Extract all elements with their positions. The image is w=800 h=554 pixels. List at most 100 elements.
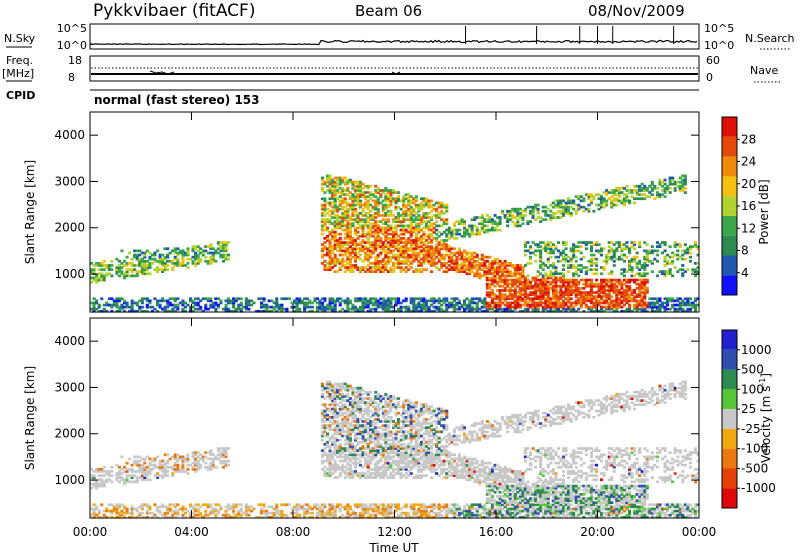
power-cell bbox=[229, 301, 233, 305]
power-cell bbox=[531, 291, 535, 294]
power-cell bbox=[516, 264, 520, 267]
power-cell bbox=[475, 216, 479, 219]
velocity-cell bbox=[232, 515, 236, 519]
power-cell bbox=[303, 303, 307, 307]
power-cell bbox=[683, 297, 687, 301]
power-cell bbox=[171, 259, 175, 263]
power-cell bbox=[483, 299, 487, 303]
velocity-cell bbox=[204, 455, 208, 459]
velocity-cell bbox=[100, 480, 104, 484]
power-cell bbox=[351, 303, 355, 307]
power-cell bbox=[138, 264, 142, 267]
power-cell bbox=[384, 220, 388, 223]
velocity-cell bbox=[227, 515, 231, 519]
velocity-cell bbox=[224, 515, 228, 519]
power-cell bbox=[156, 299, 160, 303]
power-cell bbox=[554, 278, 558, 282]
power-cell bbox=[645, 249, 649, 253]
power-cell bbox=[437, 247, 441, 251]
power-cell bbox=[556, 241, 560, 244]
power-cell bbox=[653, 305, 657, 309]
power-cell bbox=[389, 197, 393, 201]
power-cell bbox=[589, 259, 593, 263]
power-cell bbox=[541, 291, 545, 294]
power-cell bbox=[546, 274, 550, 278]
power-cell bbox=[432, 207, 436, 211]
power-cell bbox=[498, 280, 502, 284]
power-cell bbox=[130, 301, 134, 305]
power-cell bbox=[625, 289, 629, 292]
velocity-cell bbox=[110, 515, 114, 519]
power-cell bbox=[189, 307, 193, 311]
power-cell bbox=[353, 230, 357, 234]
power-cell bbox=[587, 305, 591, 309]
power-cell bbox=[572, 291, 576, 294]
velocity-cell bbox=[171, 468, 175, 471]
power-cell bbox=[678, 255, 682, 259]
power-cell bbox=[562, 255, 566, 259]
power-cell bbox=[397, 257, 401, 261]
power-cell bbox=[676, 303, 680, 307]
power-cell bbox=[419, 257, 423, 261]
power-cell bbox=[397, 234, 401, 238]
power-cell bbox=[163, 264, 167, 267]
power-cell bbox=[199, 251, 203, 255]
power-cell bbox=[501, 284, 505, 288]
velocity-cell bbox=[214, 509, 218, 513]
power-cell bbox=[371, 243, 375, 246]
power-cell bbox=[572, 247, 576, 251]
velocity-cell bbox=[191, 465, 195, 469]
power-cell bbox=[506, 216, 510, 219]
power-cell bbox=[323, 245, 327, 248]
power-cell bbox=[488, 295, 492, 298]
power-cell bbox=[320, 243, 324, 246]
power-cell bbox=[211, 301, 215, 305]
power-cell bbox=[435, 266, 439, 269]
power-cell bbox=[346, 232, 350, 236]
power-cell bbox=[333, 262, 337, 265]
power-cell bbox=[338, 216, 342, 219]
power-cell bbox=[333, 255, 337, 259]
power-cell bbox=[376, 264, 380, 267]
power-cell bbox=[463, 301, 467, 305]
velocity-cell bbox=[102, 470, 106, 473]
power-cell bbox=[92, 303, 96, 307]
power-cell bbox=[140, 270, 144, 273]
power-cell bbox=[617, 199, 621, 203]
power-cell bbox=[562, 209, 566, 213]
power-cell bbox=[597, 207, 601, 211]
power-cell bbox=[389, 305, 393, 309]
power-cell bbox=[359, 193, 363, 196]
power-cell bbox=[209, 247, 213, 251]
velocity-cell bbox=[156, 476, 160, 479]
power-cell bbox=[353, 309, 357, 313]
power-cell bbox=[551, 303, 555, 307]
power-cell bbox=[605, 191, 609, 194]
power-cell bbox=[135, 303, 139, 307]
power-cell bbox=[417, 207, 421, 211]
power-cell bbox=[473, 259, 477, 263]
power-cell bbox=[361, 224, 365, 228]
velocity-cell bbox=[328, 505, 332, 509]
power-cell bbox=[442, 255, 446, 259]
power-cell bbox=[643, 295, 647, 298]
velocity-cell bbox=[153, 459, 157, 463]
power-cell bbox=[562, 282, 566, 286]
power-cell bbox=[554, 287, 558, 290]
velocity-cell bbox=[100, 484, 104, 488]
velocity-cell bbox=[156, 455, 160, 459]
power-cell bbox=[369, 241, 373, 244]
velocity-cell bbox=[140, 465, 144, 469]
velocity-cell bbox=[295, 515, 299, 519]
power-cell bbox=[156, 259, 160, 263]
power-cell bbox=[615, 293, 619, 296]
power-cell bbox=[419, 237, 423, 240]
power-cell bbox=[341, 197, 345, 201]
power-cell bbox=[546, 251, 550, 255]
velocity-cell bbox=[224, 461, 228, 465]
velocity-cell bbox=[171, 455, 175, 459]
power-cell bbox=[381, 226, 385, 230]
velocity-cell bbox=[328, 386, 332, 390]
power-cell bbox=[394, 262, 398, 265]
power-cell bbox=[422, 243, 426, 246]
